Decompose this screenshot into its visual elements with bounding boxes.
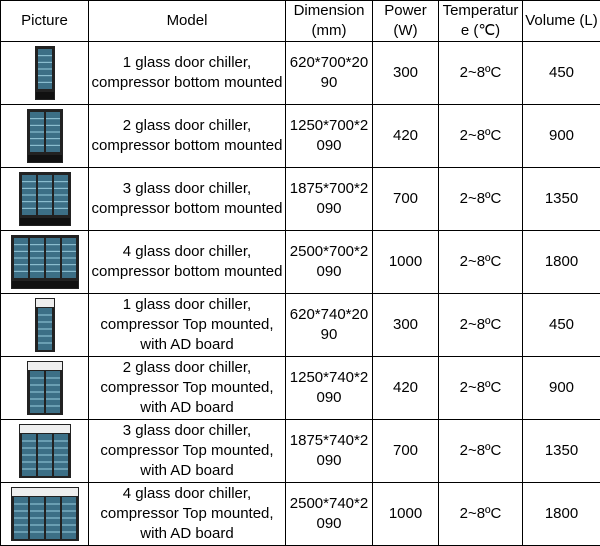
model-cell: 1 glass door chiller, compressor Top mou…	[88, 293, 286, 357]
volume-cell: 900	[522, 104, 600, 168]
picture-cell	[0, 419, 89, 483]
temperature-cell: 2~8ºC	[438, 356, 523, 420]
power-cell: 1000	[372, 482, 439, 546]
picture-cell	[0, 167, 89, 231]
model-cell: 4 glass door chiller, compressor bottom …	[88, 230, 286, 294]
fridge-image	[26, 109, 63, 163]
temperature-cell: 2~8ºC	[438, 104, 523, 168]
picture-cell	[0, 356, 89, 420]
dimension-cell: 1875*700*2090	[285, 167, 373, 231]
power-cell: 300	[372, 293, 439, 357]
volume-cell: 450	[522, 293, 600, 357]
power-cell: 420	[372, 104, 439, 168]
model-cell: 4 glass door chiller, compressor Top mou…	[88, 482, 286, 546]
fridge-image	[10, 235, 79, 289]
table-row: 1 glass door chiller, compressor Top mou…	[0, 293, 600, 357]
volume-cell: 900	[522, 356, 600, 420]
fridge-image	[18, 424, 71, 478]
model-cell: 1 glass door chiller, compressor bottom …	[88, 41, 286, 105]
picture-cell	[0, 482, 89, 546]
dimension-cell: 620*700*2090	[285, 41, 373, 105]
picture-cell	[0, 104, 89, 168]
volume-cell: 1350	[522, 419, 600, 483]
dimension-cell: 1250*740*2090	[285, 356, 373, 420]
temperature-cell: 2~8ºC	[438, 293, 523, 357]
temperature-cell: 2~8ºC	[438, 482, 523, 546]
temperature-cell: 2~8ºC	[438, 167, 523, 231]
picture-cell	[0, 293, 89, 357]
dimension-cell: 2500*700*2090	[285, 230, 373, 294]
table-row: 2 glass door chiller, compressor bottom …	[0, 104, 600, 168]
power-cell: 300	[372, 41, 439, 105]
table-row: 4 glass door chiller, compressor Top mou…	[0, 482, 600, 546]
dimension-cell: 2500*740*2090	[285, 482, 373, 546]
volume-cell: 450	[522, 41, 600, 105]
model-cell: 3 glass door chiller, compressor bottom …	[88, 167, 286, 231]
temperature-cell: 2~8ºC	[438, 230, 523, 294]
model-header: Model	[88, 0, 286, 42]
fridge-image	[10, 487, 79, 541]
table-row: 4 glass door chiller, compressor bottom …	[0, 230, 600, 294]
fridge-image	[34, 298, 55, 352]
power-cell: 1000	[372, 230, 439, 294]
fridge-image	[34, 46, 55, 100]
table-body: 1 glass door chiller, compressor bottom …	[0, 41, 600, 546]
volume-cell: 1800	[522, 482, 600, 546]
power-cell: 700	[372, 419, 439, 483]
volume-cell: 1350	[522, 167, 600, 231]
power-cell: 700	[372, 167, 439, 231]
dimension-header: Dimension (mm)	[285, 0, 373, 42]
picture-header: Picture	[0, 0, 89, 42]
fridge-image	[18, 172, 71, 226]
fridge-image	[26, 361, 63, 415]
table-row: 1 glass door chiller, compressor bottom …	[0, 41, 600, 105]
table-row: 3 glass door chiller, compressor bottom …	[0, 167, 600, 231]
dimension-cell: 620*740*2090	[285, 293, 373, 357]
temperature-cell: 2~8ºC	[438, 419, 523, 483]
model-cell: 2 glass door chiller, compressor bottom …	[88, 104, 286, 168]
picture-cell	[0, 230, 89, 294]
volume-header: Volume (L)	[522, 0, 600, 42]
model-cell: 2 glass door chiller, compressor Top mou…	[88, 356, 286, 420]
model-cell: 3 glass door chiller, compressor Top mou…	[88, 419, 286, 483]
picture-cell	[0, 41, 89, 105]
dimension-cell: 1875*740*2090	[285, 419, 373, 483]
table-row: 2 glass door chiller, compressor Top mou…	[0, 356, 600, 420]
volume-cell: 1800	[522, 230, 600, 294]
power-header: Power (W)	[372, 0, 439, 42]
power-cell: 420	[372, 356, 439, 420]
temperature-header: Temperature (℃)	[438, 0, 523, 42]
table-row: 3 glass door chiller, compressor Top mou…	[0, 419, 600, 483]
header-row: Picture Model Dimension (mm) Power (W) Tempe…	[0, 0, 600, 42]
dimension-cell: 1250*700*2090	[285, 104, 373, 168]
temperature-cell: 2~8ºC	[438, 41, 523, 105]
